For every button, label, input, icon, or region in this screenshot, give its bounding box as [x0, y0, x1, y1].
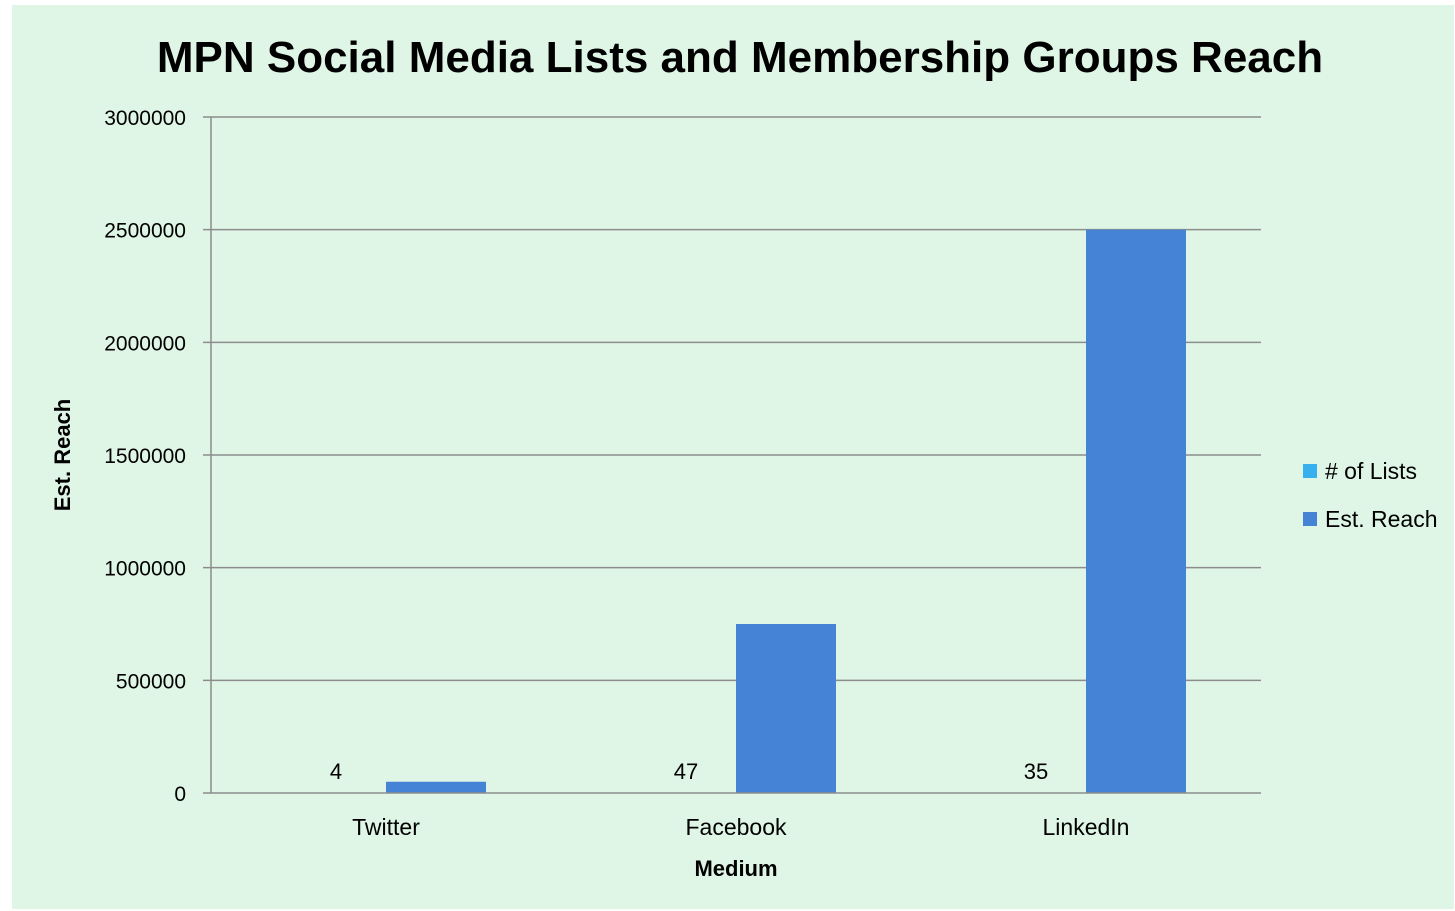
y-tick-label: 3000000: [104, 107, 186, 130]
y-axis-ticks: 0 500000 1000000 1500000 2000000 2500000 30000…: [104, 107, 186, 806]
y-tick-label: 1000000: [104, 558, 186, 581]
bar-facebook-reach: [736, 624, 836, 793]
data-label: 35: [1024, 759, 1048, 784]
y-tick-label: 0: [174, 783, 186, 806]
x-category-label: Twitter: [352, 814, 420, 840]
axes: [210, 117, 1261, 794]
x-axis-categories: Twitter Facebook LinkedIn: [352, 814, 1129, 840]
data-label: 4: [330, 759, 342, 784]
y-tick-label: 1500000: [104, 445, 186, 468]
y-tick-label: 500000: [116, 670, 186, 693]
chart-title: MPN Social Media Lists and Membership Gr…: [157, 33, 1323, 82]
chart-background: [12, 5, 1454, 909]
data-label: 47: [674, 759, 698, 784]
bars: [286, 229, 1186, 794]
gridlines: [203, 116, 1261, 794]
y-tick-label: 2000000: [104, 332, 186, 355]
bar-twitter-reach: [386, 781, 486, 793]
legend-label: # of Lists: [1325, 458, 1417, 484]
y-axis-title: Est. Reach: [50, 399, 75, 512]
x-axis-title: Medium: [694, 856, 777, 881]
data-labels: 4 47 35: [330, 759, 1048, 784]
bar-linkedin-reach: [1086, 229, 1186, 793]
legend-swatch: [1303, 464, 1317, 478]
legend-label: Est. Reach: [1325, 506, 1438, 532]
x-category-label: LinkedIn: [1043, 814, 1130, 840]
x-category-label: Facebook: [685, 814, 787, 840]
legend: # of Lists Est. Reach: [1303, 458, 1438, 532]
legend-swatch: [1303, 512, 1317, 526]
y-tick-label: 2500000: [104, 220, 186, 243]
